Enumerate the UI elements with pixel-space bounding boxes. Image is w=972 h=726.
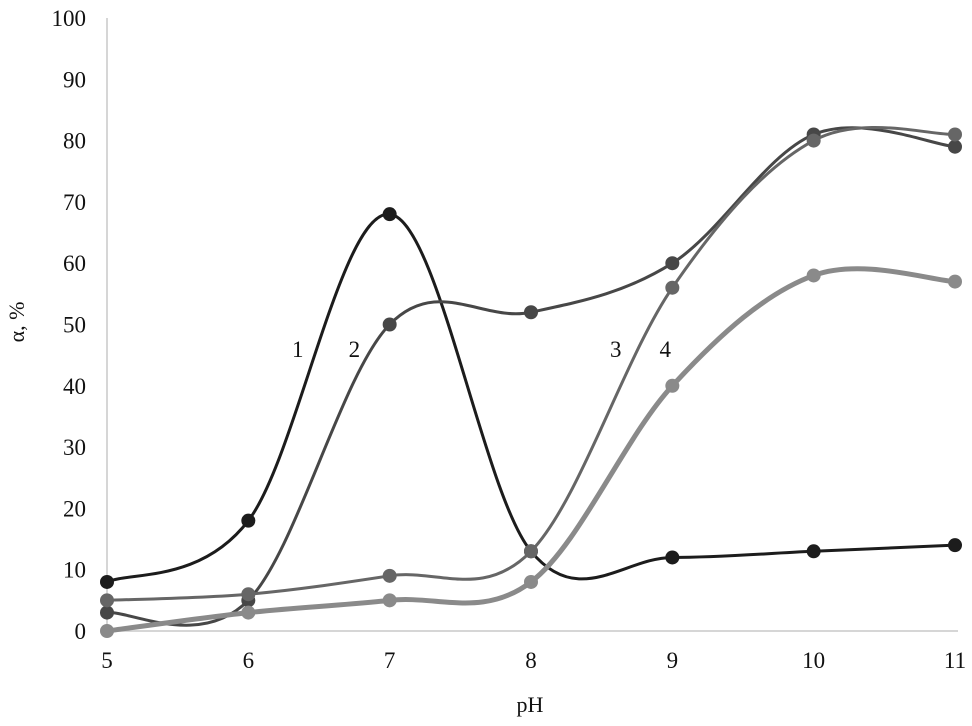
y-tick-label: 30	[63, 435, 86, 460]
data-point	[524, 574, 538, 589]
series-4	[100, 266, 962, 638]
y-tick-label: 70	[63, 190, 86, 215]
curve-label: 1	[292, 337, 304, 362]
data-point	[241, 605, 256, 620]
y-tick-label: 0	[75, 619, 87, 644]
curve-label: 2	[349, 337, 361, 362]
curve-label: 3	[610, 337, 622, 362]
data-point	[806, 544, 821, 559]
data-point	[524, 544, 538, 559]
data-point	[806, 133, 821, 148]
series-1	[100, 207, 962, 589]
x-tick-label: 7	[384, 648, 396, 673]
data-point	[665, 280, 680, 295]
x-tick-label: 11	[944, 648, 966, 673]
data-point	[382, 207, 397, 222]
x-axis-label: pH	[517, 692, 544, 717]
data-point	[665, 378, 680, 393]
y-tick-label: 100	[52, 6, 87, 31]
data-point	[948, 538, 962, 553]
y-axis-label: α, %	[4, 302, 29, 343]
data-point	[806, 268, 821, 283]
series-3	[100, 125, 962, 608]
data-point	[382, 568, 397, 583]
data-point	[382, 593, 397, 608]
series-line-3	[106, 125, 956, 602]
data-point	[948, 274, 962, 289]
data-point	[948, 127, 962, 142]
data-point	[100, 624, 114, 638]
y-tick-label: 40	[63, 374, 86, 399]
x-tick-label: 8	[525, 648, 537, 673]
y-tick-label: 60	[63, 251, 86, 276]
y-tick-label: 90	[63, 67, 86, 92]
data-point	[665, 550, 680, 565]
curve-label: 4	[660, 337, 672, 362]
y-tick-label: 50	[63, 313, 86, 338]
x-tick-label: 5	[101, 648, 113, 673]
x-tick-label: 9	[667, 648, 679, 673]
data-point	[100, 593, 114, 608]
x-tick-label: 6	[243, 648, 255, 673]
data-point	[241, 587, 256, 602]
data-point	[100, 605, 114, 620]
data-point	[524, 305, 538, 320]
data-point	[665, 256, 680, 271]
data-point	[100, 574, 114, 589]
x-tick-label: 10	[802, 648, 825, 673]
y-tick-label: 10	[63, 558, 86, 583]
y-tick-label: 20	[63, 496, 86, 521]
data-point	[948, 139, 962, 154]
y-tick-label: 80	[63, 129, 86, 154]
data-point	[382, 317, 397, 332]
axes	[106, 18, 958, 632]
data-point	[241, 513, 256, 528]
